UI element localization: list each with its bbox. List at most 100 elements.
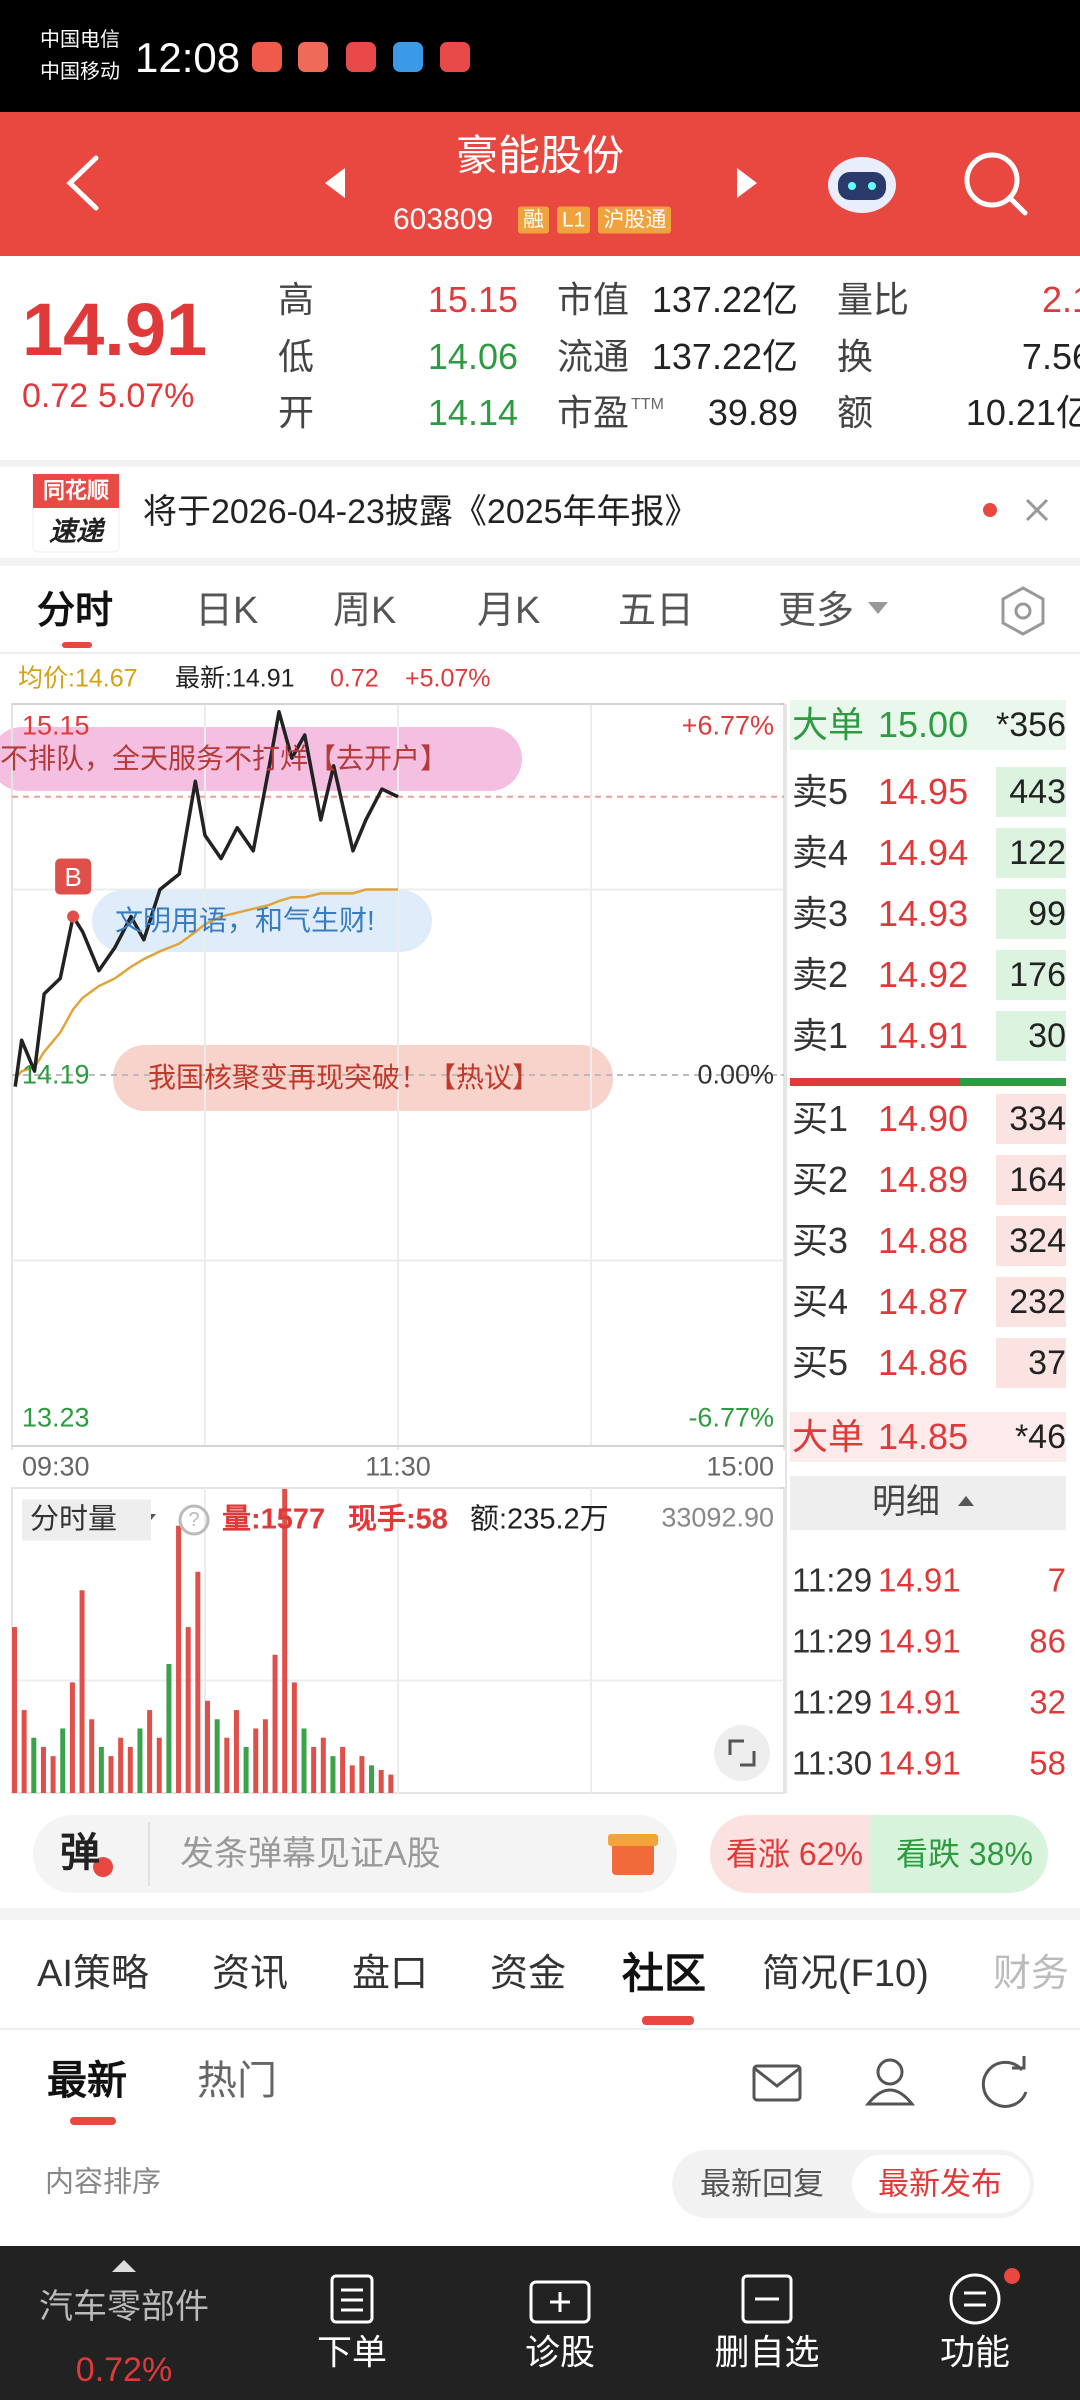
close-icon[interactable] [1025, 498, 1049, 522]
notice-logo-top [33, 474, 119, 508]
section-tab[interactable]: AI策略 [37, 1953, 149, 1995]
book-price: 14.92 [878, 954, 969, 995]
nav-item[interactable]: 功能 [939, 2333, 1011, 2373]
price-line [13, 709, 399, 1087]
price-line [14, 888, 398, 1080]
chart-tab[interactable]: 周K [333, 590, 397, 632]
gift-icon[interactable] [608, 1834, 658, 1875]
volume-bar [340, 1746, 346, 1793]
remove-icon[interactable] [741, 2274, 793, 2324]
section-tab[interactable]: 财务 [993, 1953, 1070, 1995]
more-arrow [868, 602, 888, 614]
detail-label[interactable]: 明细 [872, 1483, 940, 1521]
trade-time: 11:29 [792, 1683, 873, 1721]
fall-pill[interactable] [870, 1815, 1048, 1893]
y2-tick-label: -6.77% [688, 1402, 774, 1433]
volume-cell [790, 1412, 1066, 1462]
volume-bar [282, 1488, 288, 1793]
app-icon [252, 42, 282, 72]
section-tab[interactable]: 社区 [622, 1950, 707, 1997]
divider [0, 1908, 1080, 1920]
sector-name[interactable]: 汽车零部件 [39, 2288, 209, 2326]
sub-tab[interactable]: 热门 [197, 2059, 277, 2103]
sub-tab[interactable]: 最新 [47, 2059, 127, 2103]
settings-icon[interactable] [1001, 586, 1045, 636]
section-tab[interactable]: 资讯 [212, 1953, 289, 1995]
y2-tick-label: +6.77% [681, 710, 774, 741]
status-bar [0, 0, 1080, 112]
book-label: 大单 [792, 1416, 865, 1457]
rise-label[interactable]: 看涨 62% [726, 1836, 863, 1872]
chart-tab[interactable]: 日K [195, 590, 259, 632]
danmu-placeholder[interactable]: 发条弹幕见证A股 [180, 1835, 441, 1873]
nav-icons [330, 2273, 1001, 2325]
volume-bar [31, 1737, 37, 1793]
volume-bar [166, 1663, 172, 1793]
mail-icon[interactable] [752, 2064, 802, 2102]
stock-tag: 融 [518, 206, 549, 234]
danmu-input[interactable] [33, 1815, 677, 1893]
volume-bar [89, 1719, 95, 1793]
nav-item[interactable]: 下单 [316, 2333, 388, 2373]
refresh-icon[interactable] [981, 2056, 1028, 2108]
section-tab[interactable]: 盘口 [352, 1953, 429, 1995]
user-icon[interactable] [864, 2058, 916, 2106]
volume-bar [311, 1746, 317, 1793]
tab-underline [70, 2117, 116, 2125]
expand-button[interactable] [714, 1725, 770, 1781]
banner-text[interactable]: 我国核聚变再现突破！【热议】 [148, 1062, 541, 1093]
danmu-banner[interactable] [0, 727, 522, 791]
notice-text[interactable]: 将于2026-04-23披露《2025年年报》 [143, 493, 699, 531]
search-icon[interactable] [964, 152, 1028, 216]
stat-label: 换 [837, 336, 874, 377]
fall-label[interactable]: 看跌 38% [896, 1836, 1033, 1872]
chart-tab[interactable]: 更多 [778, 590, 855, 632]
sort-option[interactable]: 最新发布 [878, 2166, 1002, 2202]
sort-option[interactable]: 最新回复 [700, 2166, 824, 2202]
sector-change[interactable]: 0.72% [75, 2351, 173, 2389]
danmu-icon[interactable]: 弹 [60, 1831, 100, 1875]
trade-volume: 58 [1029, 1744, 1066, 1782]
diagnose-icon[interactable] [529, 2280, 591, 2324]
carrier: 中国电信 [40, 29, 120, 51]
avg-price: 均价:14.67 [18, 664, 138, 693]
help-icon[interactable] [178, 1504, 210, 1536]
price: 14.91 [22, 288, 208, 371]
nav-item[interactable]: 诊股 [524, 2333, 596, 2373]
banner-text[interactable]: 文明用语，和气生财! [115, 905, 375, 936]
detail-bar[interactable] [790, 1476, 1066, 1530]
volume-bar [262, 1719, 268, 1793]
robot-icon[interactable] [828, 157, 896, 213]
section-tab[interactable]: 简况(F10) [762, 1953, 929, 1995]
sort-active[interactable] [852, 2155, 1030, 2213]
tab-underline [62, 642, 92, 648]
volume-bar [205, 1700, 210, 1793]
volume-bar [301, 1728, 307, 1793]
stock-code: 603809 [393, 203, 494, 236]
volume-cell [996, 889, 1066, 939]
order-icon[interactable] [330, 2274, 374, 2324]
app-icon [393, 42, 423, 72]
trade-price: 14.91 [878, 1622, 961, 1660]
divider [0, 2028, 1080, 2030]
trade-price: 14.91 [878, 1744, 961, 1782]
rise-pill[interactable] [710, 1815, 870, 1893]
section-tab[interactable]: 资金 [490, 1953, 567, 1995]
function-icon[interactable] [949, 2273, 1001, 2325]
chart-tab[interactable]: 月K [477, 590, 541, 632]
chart-tab[interactable]: 五日 [618, 590, 695, 632]
volume-cell [996, 828, 1066, 878]
nav-item[interactable]: 删自选 [714, 2333, 820, 2373]
danmu-banner[interactable] [113, 1045, 613, 1111]
notice-logo-bottom: 速递 [49, 516, 103, 547]
book-label: 卖3 [792, 893, 849, 934]
prev-icon[interactable] [325, 168, 345, 198]
stat-value: 14.06 [427, 336, 518, 377]
chart-tab[interactable]: 分时 [37, 590, 114, 632]
volume-bar [378, 1769, 384, 1793]
info-change: 0.72 [330, 664, 379, 693]
volume-title[interactable]: 分时量 [22, 1499, 152, 1541]
next-icon[interactable] [737, 168, 757, 198]
banner-text[interactable]: 不排队，全天服务不打烊【去开户】 [0, 743, 449, 774]
back-icon[interactable] [66, 155, 99, 211]
